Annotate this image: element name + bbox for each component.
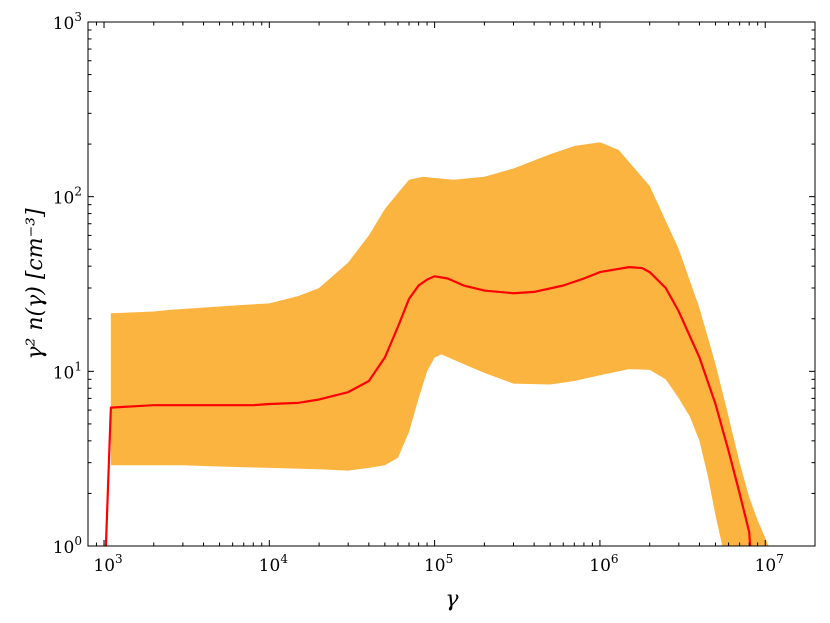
confidence-band [110,142,769,546]
y-tick-label: 102 [53,185,82,209]
x-axis-label: γ [445,587,459,612]
y-tick-label: 103 [53,10,82,34]
x-tick-label: 105 [424,552,453,576]
y-tick-label: 101 [53,359,82,383]
x-tick-label: 104 [259,552,289,576]
series-line-0 [104,266,752,546]
axis-ticks [87,21,816,547]
y-tick-label: 100 [53,534,82,558]
plot-frame [87,21,816,547]
x-tick-label: 107 [755,552,784,576]
x-tick-label: 106 [589,552,618,576]
y-axis-label: γ² n(γ) [cm⁻³] [23,208,48,360]
x-tick-label: 103 [93,552,122,576]
plot-area [104,142,769,546]
tick-labels: 103 104 105 106 107 100 101 102 103 [53,10,784,576]
